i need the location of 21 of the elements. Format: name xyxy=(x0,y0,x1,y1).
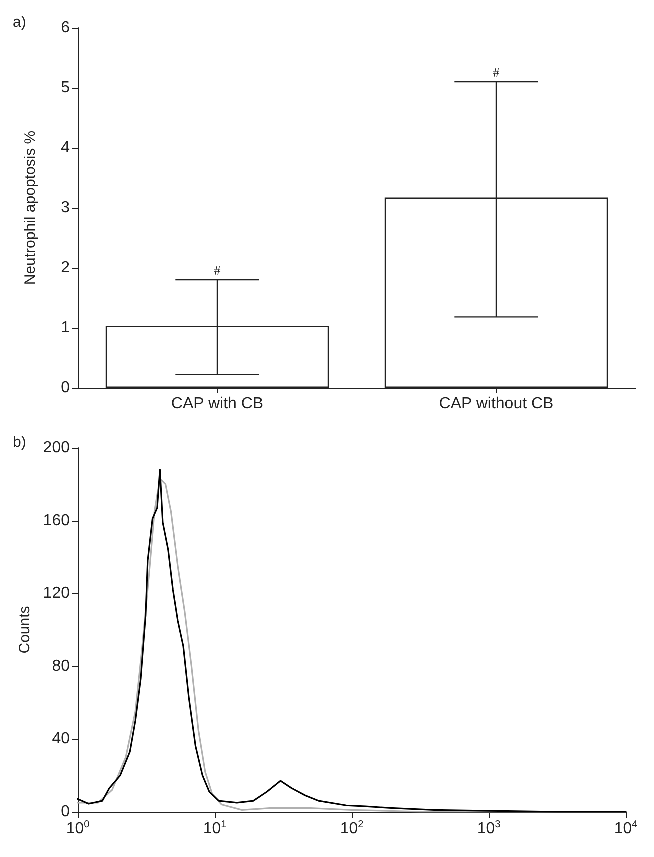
annotation: # xyxy=(493,65,500,80)
y-tick-label: 5 xyxy=(61,80,70,96)
y-tick-label: 80 xyxy=(52,658,70,675)
chart-title: b) xyxy=(13,434,26,451)
y-tick-label: 0 xyxy=(61,380,70,396)
y-tick-label: 3 xyxy=(61,200,70,216)
y-tick-label: 0 xyxy=(61,804,70,820)
y-axis-title: Neutrophil apoptosis % xyxy=(22,130,39,286)
y-tick-label: 160 xyxy=(43,512,70,530)
y-tick-label: 200 xyxy=(43,440,70,456)
y-tick-label: 1 xyxy=(61,320,70,336)
y-tick-label: 4 xyxy=(61,140,70,156)
x-tick-label: CAP with CB xyxy=(171,396,264,412)
y-tick-label: 40 xyxy=(52,730,70,748)
y-tick-label: 2 xyxy=(61,260,70,276)
x-tick-label: CAP without CB xyxy=(439,396,554,412)
y-tick-label: 120 xyxy=(43,585,70,602)
chart-title: a) xyxy=(13,14,26,31)
y-axis-title: Counts xyxy=(16,606,34,654)
y-tick-label: 6 xyxy=(61,20,70,36)
annotation: # xyxy=(214,263,222,278)
